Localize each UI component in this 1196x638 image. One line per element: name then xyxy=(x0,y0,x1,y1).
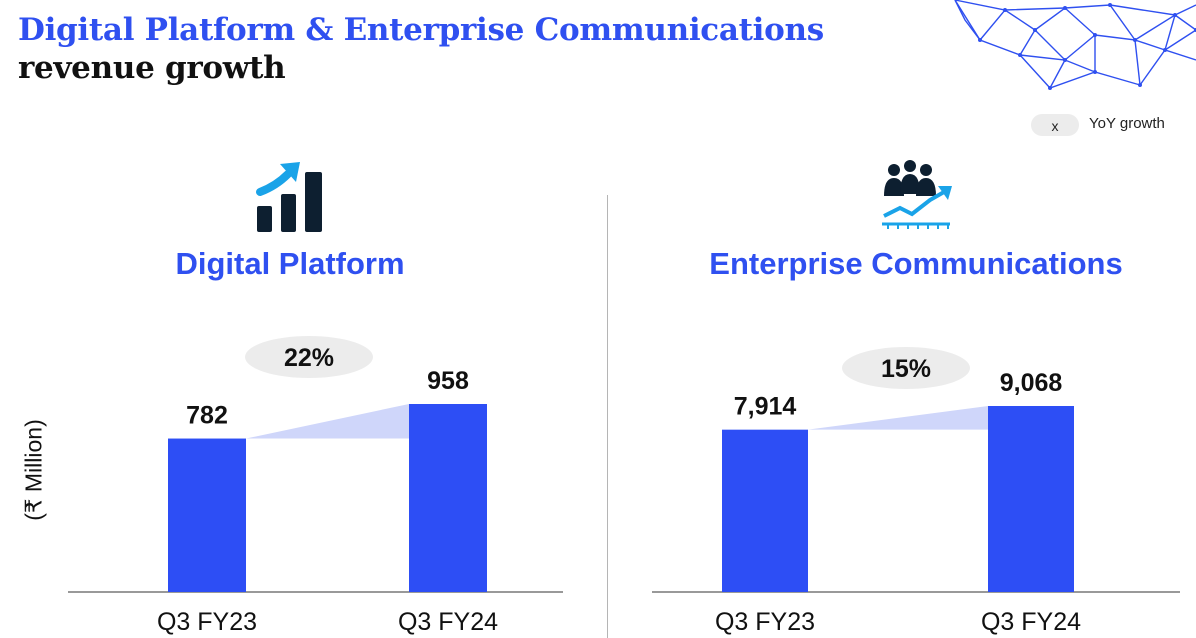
x-tick-label: Q3 FY23 xyxy=(715,608,815,636)
bar xyxy=(722,429,808,592)
legend-growth-marker: x xyxy=(1031,114,1079,136)
bar-chart-growth-icon xyxy=(256,162,322,232)
data-label: 782 xyxy=(186,402,228,430)
data-label: 7,914 xyxy=(734,393,797,421)
growth-pill xyxy=(245,336,373,378)
bar xyxy=(409,404,487,592)
network-mesh-decoration xyxy=(954,0,1196,90)
legend: x YoY growth xyxy=(1031,111,1191,137)
panel-title-digital-platform: Digital Platform xyxy=(175,246,405,281)
panel-divider xyxy=(607,195,608,638)
panel-title-enterprise-communications: Enterprise Communications xyxy=(709,246,1123,281)
growth-label: 22% xyxy=(284,344,334,372)
bar xyxy=(168,438,246,592)
page-subtitle: revenue growth xyxy=(18,50,286,86)
x-tick-label: Q3 FY24 xyxy=(981,608,1081,636)
team-growth-icon xyxy=(882,160,952,229)
growth-band xyxy=(246,404,409,439)
data-label: 9,068 xyxy=(1000,369,1063,397)
growth-pill xyxy=(842,347,970,389)
x-tick-label: Q3 FY24 xyxy=(398,608,498,636)
growth-label: 15% xyxy=(881,355,931,383)
bar xyxy=(988,406,1074,592)
data-label: 958 xyxy=(427,367,469,395)
page-title: Digital Platform & Enterprise Communicat… xyxy=(18,12,824,48)
legend-label: YoY growth xyxy=(1089,115,1165,132)
growth-band xyxy=(808,406,988,430)
x-tick-label: Q3 FY23 xyxy=(157,608,257,636)
